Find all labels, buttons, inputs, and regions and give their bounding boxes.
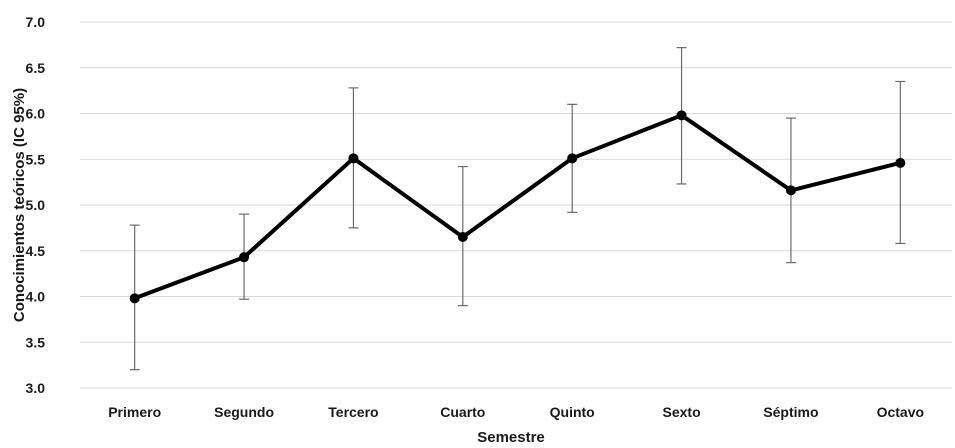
x-tick-label: Segundo xyxy=(214,404,274,420)
data-point xyxy=(567,153,578,164)
data-point xyxy=(676,110,687,121)
data-point xyxy=(785,185,796,196)
x-tick-label: Quinto xyxy=(550,404,595,420)
x-tick-label: Sexto xyxy=(663,404,701,420)
y-axis-title: Conocimientos teóricos (IC 95%) xyxy=(11,88,28,322)
data-point xyxy=(895,157,906,168)
data-point xyxy=(239,252,250,263)
x-axis-ticks: Primero Segundo Tercero Cuarto Quinto Sexto Sé… xyxy=(108,404,924,420)
gridlines xyxy=(80,21,952,389)
y-axis-ticks: 3.0 3.5 4.0 4.5 5.0 5.5 6.0 6.5 7.0 xyxy=(26,14,46,396)
y-tick-label: 7.0 xyxy=(26,14,46,30)
x-axis-title: Semestre xyxy=(477,429,545,446)
data-point xyxy=(457,232,468,243)
y-tick-label: 5.5 xyxy=(26,151,46,167)
y-tick-label: 3.0 xyxy=(26,380,46,396)
y-tick-label: 4.0 xyxy=(26,289,46,305)
x-tick-label: Primero xyxy=(108,404,161,420)
x-tick-label: Cuarto xyxy=(440,404,485,420)
x-tick-label: Octavo xyxy=(877,404,924,420)
data-point xyxy=(348,153,359,164)
y-tick-label: 3.5 xyxy=(26,334,46,350)
x-tick-label: Tercero xyxy=(328,404,378,420)
data-markers xyxy=(129,110,906,304)
error-bars xyxy=(129,47,906,371)
series-line xyxy=(133,113,901,301)
y-tick-label: 4.5 xyxy=(26,243,46,259)
x-tick-label: Séptimo xyxy=(763,404,818,420)
y-tick-label: 6.0 xyxy=(26,106,46,122)
y-tick-label: 5.0 xyxy=(26,197,46,213)
data-point xyxy=(129,293,140,304)
y-tick-label: 6.5 xyxy=(26,60,46,76)
